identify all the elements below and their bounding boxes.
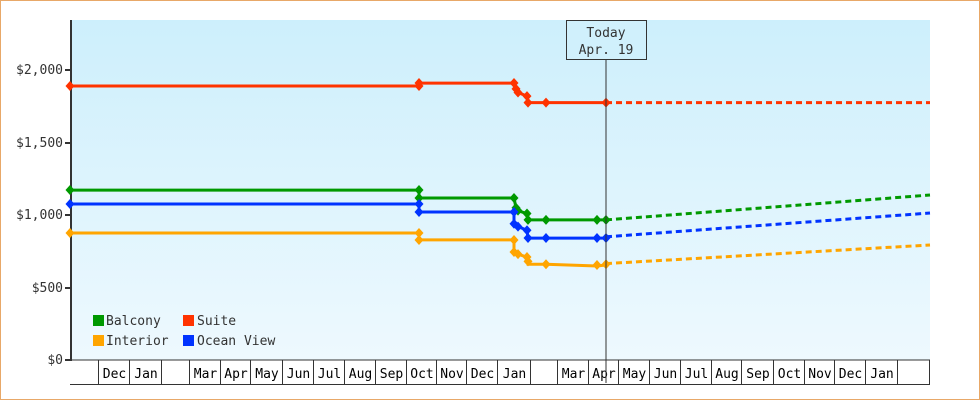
x-month-label: Sep — [746, 367, 770, 382]
legend-label-suite: Suite — [197, 314, 236, 329]
legend-item-suite: Suite — [183, 314, 236, 329]
legend-swatch-suite — [183, 315, 194, 326]
data-point-marker[interactable] — [414, 198, 424, 209]
x-month-label: Mar — [194, 367, 218, 382]
data-point-marker[interactable] — [509, 193, 519, 204]
x-month-label: May — [623, 367, 647, 382]
y-tick-label: $1,000 — [16, 208, 63, 223]
legend-item-interior: Interior — [93, 334, 169, 349]
data-point-marker[interactable] — [513, 87, 523, 98]
data-point-marker[interactable] — [592, 214, 602, 225]
series-suite — [65, 78, 930, 108]
x-month-label: Jan — [134, 367, 157, 382]
legend-item-ocean-view: Ocean View — [183, 334, 275, 349]
data-point-marker[interactable] — [523, 256, 533, 267]
x-month-label: Nov — [440, 367, 464, 382]
x-month-label: Jun — [654, 367, 677, 382]
legend-item-balcony: Balcony — [93, 314, 161, 329]
data-point-marker[interactable] — [522, 208, 532, 219]
x-month-label: Jan — [870, 367, 893, 382]
data-point-marker[interactable] — [509, 206, 519, 217]
data-point-marker[interactable] — [523, 233, 533, 244]
data-point-marker[interactable] — [509, 234, 519, 245]
legend-swatch-balcony — [93, 315, 104, 326]
x-month-label: Jan — [503, 367, 526, 382]
legend-swatch-interior — [93, 335, 104, 346]
legend-label-ocean-view: Ocean View — [197, 334, 275, 349]
data-point-marker[interactable] — [513, 221, 523, 232]
legend-label-interior: Interior — [106, 334, 169, 349]
x-month-label: Sep — [380, 367, 404, 382]
forecast-line-balcony — [605, 193, 931, 222]
data-point-marker[interactable] — [414, 234, 424, 245]
today-label: Today — [586, 26, 625, 41]
y-tick-label: $0 — [47, 353, 63, 368]
series-interior — [65, 227, 931, 271]
x-month-label: Mar — [562, 367, 586, 382]
data-point-marker[interactable] — [414, 78, 424, 89]
x-month-label: Aug — [715, 367, 738, 382]
data-point-marker[interactable] — [541, 259, 551, 270]
y-tick-label: $500 — [32, 281, 63, 296]
today-date: Apr. 19 — [579, 43, 634, 58]
forecast-line-ocean-view — [605, 211, 931, 239]
x-axis: Dec Jan Mar Apr May Jun Jul Aug Sep Oct Nov Dec Jan M… — [70, 359, 930, 385]
data-point-marker[interactable] — [523, 214, 533, 225]
legend: Balcony Suite Interior Ocean View — [93, 314, 275, 349]
data-point-marker[interactable] — [592, 233, 602, 244]
x-month-label: Oct — [410, 367, 433, 382]
data-point-marker[interactable] — [522, 225, 532, 236]
x-month-label: Aug — [349, 367, 372, 382]
data-point-marker[interactable] — [414, 193, 424, 204]
x-month-label: Dec — [103, 367, 126, 382]
forecast-line-interior — [605, 243, 931, 266]
data-point-marker[interactable] — [65, 227, 75, 238]
data-point-marker[interactable] — [541, 233, 551, 244]
data-point-marker[interactable] — [414, 206, 424, 217]
x-month-label: Jun — [287, 367, 310, 382]
x-month-label: Jul — [685, 367, 708, 382]
data-point-marker[interactable] — [414, 185, 424, 196]
series-ocean-view — [65, 198, 931, 244]
legend-label-balcony: Balcony — [106, 314, 161, 329]
data-point-marker[interactable] — [414, 227, 424, 238]
x-month-label: May — [255, 367, 279, 382]
data-point-marker[interactable] — [513, 249, 523, 260]
x-month-label: Dec — [839, 367, 862, 382]
x-month-label: Apr — [592, 367, 616, 382]
today-marker: Today Apr. 19 — [566, 20, 647, 383]
today-box — [566, 20, 647, 60]
data-point-marker[interactable] — [541, 97, 551, 108]
x-month-label: Dec — [471, 367, 494, 382]
data-point-marker[interactable] — [523, 97, 533, 108]
data-point-marker[interactable] — [65, 185, 75, 196]
x-month-label: Oct — [778, 367, 801, 382]
x-month-label: Jul — [318, 367, 341, 382]
data-point-marker[interactable] — [592, 260, 602, 271]
y-tick-label: $1,500 — [16, 136, 63, 151]
series-layer — [65, 78, 931, 271]
data-point-marker[interactable] — [65, 198, 75, 209]
x-month-label: Nov — [808, 367, 832, 382]
data-point-marker[interactable] — [522, 91, 532, 102]
data-point-marker[interactable] — [541, 214, 551, 225]
data-point-marker[interactable] — [65, 80, 75, 91]
legend-swatch-ocean-view — [183, 335, 194, 346]
y-axis: $0 $500 $1,000 $1,500 $2,000 — [16, 20, 72, 368]
x-month-label: Apr — [224, 367, 248, 382]
series-balcony — [65, 185, 931, 225]
y-tick-label: $2,000 — [16, 63, 63, 78]
